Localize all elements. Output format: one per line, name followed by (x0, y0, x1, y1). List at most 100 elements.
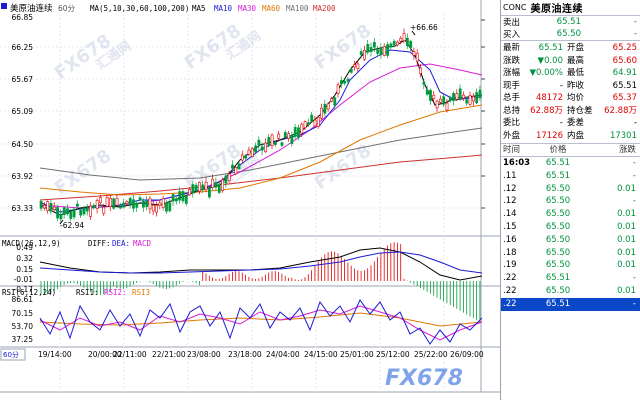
tick-row[interactable]: .22 65.50 0.01 (501, 285, 640, 298)
tick-change: 0.01 (617, 285, 636, 296)
tick-time: .22 (503, 298, 517, 309)
candle-body (445, 102, 449, 111)
svg-text:26/09:00: 26/09:00 (450, 350, 484, 359)
macd-dea-line (39, 251, 483, 274)
candle-body (448, 96, 452, 101)
svg-text:22/21:00: 22/21:00 (152, 350, 186, 359)
menu-square-icon[interactable] (1, 3, 7, 9)
candle-body (462, 94, 465, 99)
candle-body (396, 41, 399, 46)
candle-body (247, 149, 251, 155)
time-axis: 60分 19/14:00 20/00:00 22/11:00 22/21:00 … (0, 348, 484, 361)
tick-price: 65.50 (545, 221, 571, 232)
price-tick: 63.92 (12, 172, 34, 181)
tick-price: 65.51 (545, 158, 571, 168)
candle-body (92, 205, 96, 209)
candle-body (333, 97, 337, 106)
rsi3-label: RSI3 (132, 288, 150, 297)
candle-body (231, 164, 234, 169)
candle-body (52, 206, 56, 210)
candle-body (204, 181, 208, 191)
candle-body (194, 184, 198, 192)
tick-row[interactable]: .11 65.51 - (501, 170, 640, 183)
tick-row[interactable]: .16 65.50 0.01 (501, 234, 640, 247)
svg-text:37.25: 37.25 (12, 335, 34, 344)
macd-pane[interactable]: MACD(26,12,9) DIFF: DEA: MACD 0.49 0.32 … (2, 239, 483, 323)
candle-body (452, 92, 456, 101)
candle-body (241, 154, 244, 161)
candle-body (181, 191, 185, 202)
stat-value: 62.88万 (604, 105, 637, 116)
candle-body (49, 202, 53, 212)
candle-body (56, 207, 60, 219)
tick-row[interactable]: .22 65.51 - (501, 297, 640, 311)
tick-price: 65.50 (545, 209, 571, 220)
candle-body (184, 196, 188, 204)
candle-body (382, 46, 386, 56)
candle-body (372, 42, 376, 48)
candle-body (62, 207, 66, 216)
tick-time: .12 (503, 183, 517, 194)
tick-price: 65.50 (545, 196, 571, 207)
stat-value: 17301 (609, 130, 637, 141)
stat-label: 委差 (567, 118, 585, 128)
tick-time: .22 (503, 273, 517, 284)
tick-row[interactable]: .15 65.50 0.01 (501, 221, 640, 234)
candle-body (198, 182, 201, 192)
stat-label: 涨幅 (503, 68, 521, 78)
tick-row[interactable]: .14 65.50 0.01 (501, 208, 640, 221)
ticks-list[interactable]: 16:03 65.51 - .11 65.51 - .12 65.50 0.01 .12 65.50… (501, 157, 640, 311)
tick-time: .12 (503, 196, 517, 207)
tick-row[interactable]: .12 65.50 0.01 (501, 183, 640, 196)
candle-body (412, 51, 416, 56)
stat-value: 64.91 (612, 68, 637, 78)
svg-text:24/15:00: 24/15:00 (304, 350, 338, 359)
candle-body (293, 127, 297, 137)
candle-body (475, 92, 479, 104)
rsi-pane[interactable]: RSI(6,12,24) RSI1: RSI2: RSI3 86.61 70.1… (2, 288, 483, 345)
rsi3-line (39, 312, 483, 327)
candle-body (303, 121, 307, 128)
candle-body (105, 196, 109, 207)
svg-text:22/11:00: 22/11:00 (113, 350, 147, 359)
candle-body (191, 184, 195, 194)
candle-body (224, 175, 228, 184)
svg-text:24/04:00: 24/04:00 (266, 350, 300, 359)
tick-time: .14 (503, 209, 517, 220)
candle-body (336, 84, 340, 94)
price-tick: 64.50 (12, 140, 34, 149)
chart-area[interactable]: FX678 FX678 FX678 FX678 FX678 FX678 汇通网 … (0, 0, 500, 400)
stat-value: 17126 (535, 130, 563, 141)
tick-row[interactable]: 16:03 65.51 - (501, 157, 640, 170)
stat-label: 委比 (503, 118, 521, 128)
candle-body (254, 145, 258, 153)
candle-body (168, 202, 172, 212)
candle-body (419, 67, 423, 74)
candle-body (379, 47, 383, 56)
ma100-label: MA100 (286, 4, 309, 13)
period-tab[interactable] (0, 348, 26, 361)
tick-row[interactable]: .22 65.51 - (501, 272, 640, 285)
tick-row[interactable]: .12 65.50 - (501, 195, 640, 208)
stat-label: 总手 (503, 93, 521, 103)
price-axis: 66.85 66.25 65.67 65.09 64.50 63.92 63.3… (12, 13, 34, 213)
candle-body (82, 207, 86, 215)
candle-body (59, 214, 63, 220)
quote-stats: 最新 65.51 开盘 65.25 涨跌 ▼0.00 最高 65.60 涨幅 ▼0.00% 最低 64… (501, 41, 640, 144)
rsi1-label: RSI1: (76, 288, 99, 297)
macd-diff-label: DIFF: (88, 239, 111, 248)
price-tick: 63.33 (12, 204, 34, 213)
candle-body (237, 163, 241, 170)
low-annotation: -62.94 (60, 221, 84, 230)
right-axis-ticks (481, 19, 485, 209)
tick-price: 65.50 (545, 285, 571, 296)
tick-row[interactable]: .19 65.50 0.01 (501, 259, 640, 272)
candle-body (178, 191, 182, 201)
candle-body (287, 133, 291, 139)
candle-body (429, 90, 432, 101)
watermark-logo-big: FX678 (385, 366, 463, 391)
svg-text:-0.17: -0.17 (14, 285, 34, 294)
candle-body (339, 80, 343, 85)
candle-body (356, 63, 360, 69)
tick-row[interactable]: .18 65.50 0.01 (501, 247, 640, 260)
